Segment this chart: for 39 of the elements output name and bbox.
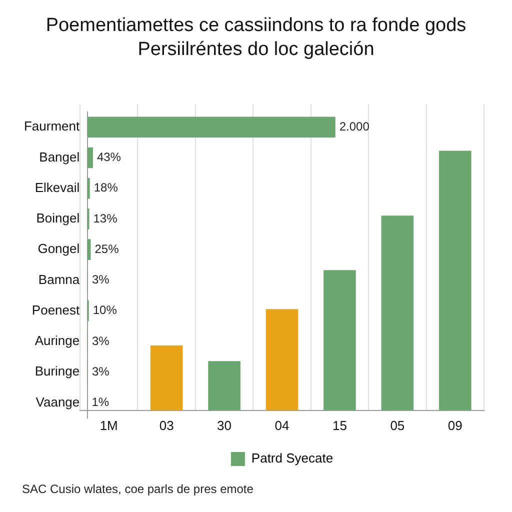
data-label: 25% xyxy=(94,242,120,256)
x-tick-label: 04 xyxy=(274,418,290,433)
chart-subtitle: Persiilréntes do loc galeción xyxy=(136,38,376,62)
data-label: 10% xyxy=(92,303,118,318)
bar xyxy=(208,361,240,410)
data-label: 3% xyxy=(92,364,110,378)
data-label: 3% xyxy=(92,334,110,348)
y-tick-label: Boingel xyxy=(36,210,80,226)
x-tick-label: 09 xyxy=(448,418,462,433)
bar xyxy=(88,147,93,168)
data-label: 13% xyxy=(93,211,118,226)
legend-label: Patrd Syecate xyxy=(251,450,334,466)
data-label: 18% xyxy=(94,180,118,195)
bar xyxy=(88,116,336,138)
y-tick-label: Faurment xyxy=(24,118,80,134)
data-label: 3% xyxy=(92,272,110,287)
x-tick-label: 30 xyxy=(217,418,232,433)
bar xyxy=(381,216,414,410)
text: SAC Cusio wlates, coe parls de pres emote xyxy=(22,482,254,496)
y-tick-label: Elkevail xyxy=(34,180,80,195)
y-tick-label: Auringe xyxy=(34,333,80,348)
y-tick-label: Bangel xyxy=(39,149,80,164)
data-label: 43% xyxy=(96,150,122,164)
data-label: 2.000 xyxy=(339,119,370,134)
y-tick-label: Buringe xyxy=(34,364,80,379)
y-tick-label: Gongel xyxy=(38,241,80,256)
bar xyxy=(324,270,356,410)
y-tick-label: Vaange xyxy=(36,394,80,410)
x-tick-label: 1M xyxy=(100,418,118,433)
x-tick-label: 05 xyxy=(390,418,405,433)
x-tick-label: 15 xyxy=(332,418,347,433)
bar xyxy=(438,150,472,410)
bar xyxy=(150,345,183,410)
data-label: 1% xyxy=(92,395,110,410)
bar xyxy=(266,309,298,410)
x-tick-label: 03 xyxy=(159,418,174,433)
y-tick-label: Poenest xyxy=(32,302,80,318)
y-tick-label: Bamna xyxy=(38,272,80,287)
chart-title: Poementiamettes ce cassiindons to ra fonde gods xyxy=(44,14,468,38)
